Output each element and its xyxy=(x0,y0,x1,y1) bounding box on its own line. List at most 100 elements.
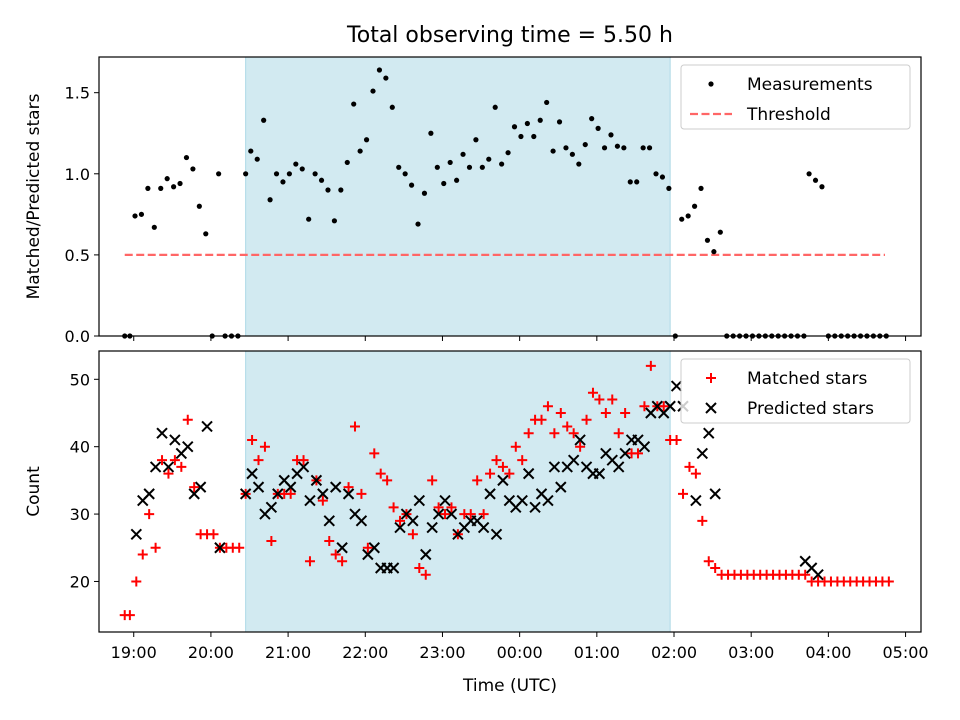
matched-star-point xyxy=(395,515,406,526)
predicted-star-point xyxy=(497,474,509,487)
predicted-star-point xyxy=(214,542,226,554)
measurement-point xyxy=(659,174,666,180)
measurement-point xyxy=(454,177,460,183)
measurement-point xyxy=(460,151,466,157)
predicted-star-point xyxy=(664,400,676,412)
matched-star-point xyxy=(137,549,148,560)
measurement-point xyxy=(280,179,286,185)
measurement-point xyxy=(312,171,318,177)
measurement-point xyxy=(812,177,819,183)
measurement-point xyxy=(634,179,640,185)
matched-star-point xyxy=(433,502,444,513)
predicted-star-point xyxy=(246,467,258,480)
matched-star-point xyxy=(169,455,180,466)
measurement-point xyxy=(415,221,421,227)
matched-star-point xyxy=(594,394,605,405)
measurement-point xyxy=(511,124,518,130)
matched-star-point xyxy=(671,434,682,445)
measurement-point xyxy=(138,211,145,217)
matched-star-point xyxy=(800,569,811,580)
predicted-star-point xyxy=(490,528,503,540)
matched-star-point xyxy=(491,455,502,466)
y-tick-label: 0.0 xyxy=(65,327,90,346)
measurement-point xyxy=(396,164,402,170)
predicted-star-point xyxy=(413,494,426,507)
predicted-star-point xyxy=(130,528,143,540)
matched-star-point xyxy=(446,502,457,513)
matched-star-point xyxy=(568,428,579,439)
predicted-star-point xyxy=(522,467,535,480)
predicted-star-point xyxy=(619,447,631,460)
axes-frame xyxy=(98,350,922,633)
matched-star-point xyxy=(253,455,264,466)
measurement-point xyxy=(691,203,698,209)
measurement-point xyxy=(479,164,485,170)
measurement-point xyxy=(293,161,299,167)
matched-star-point xyxy=(523,428,534,439)
measurement-point xyxy=(492,104,498,110)
legend-label: Measurements xyxy=(747,75,873,95)
matched-star-point xyxy=(337,556,348,567)
measurement-point xyxy=(531,133,537,140)
predicted-star-point xyxy=(567,454,580,466)
y-tick-label: 0.5 xyxy=(65,246,90,265)
predicted-star-point xyxy=(670,380,683,392)
matched-star-point xyxy=(639,401,650,412)
measurement-point xyxy=(383,75,389,81)
observing-window-shade xyxy=(245,56,671,337)
matched-star-point xyxy=(382,475,393,486)
matched-star-point xyxy=(497,461,508,472)
measurement-point xyxy=(132,213,138,219)
x-tick-label: 01:00 xyxy=(574,643,620,662)
measurement-point xyxy=(151,224,157,230)
measurement-point xyxy=(158,185,164,191)
y-tick-label: 50 xyxy=(70,370,90,389)
measurement-point xyxy=(653,171,659,177)
measurement-point xyxy=(196,203,202,209)
measurement-point xyxy=(177,180,183,187)
matched-star-point xyxy=(157,455,168,466)
measurement-point xyxy=(408,182,415,188)
measurement-point xyxy=(243,171,249,177)
legend-label: Matched stars xyxy=(747,369,867,389)
predicted-star-point xyxy=(812,569,824,581)
predicted-star-point xyxy=(323,515,335,527)
matched-star-point xyxy=(298,455,309,466)
matched-star-point xyxy=(549,428,560,439)
measurement-point xyxy=(473,137,479,143)
predicted-star-point xyxy=(426,521,438,534)
predicted-star-point xyxy=(329,481,342,493)
matched-star-point xyxy=(703,556,714,567)
measurement-point xyxy=(248,148,254,154)
matched-star-point xyxy=(414,562,425,573)
measurement-point xyxy=(447,159,453,166)
measurement-point xyxy=(550,148,556,154)
measurement-point xyxy=(216,171,222,177)
matched-star-point xyxy=(182,414,193,425)
y-tick-label: 1.5 xyxy=(65,84,90,103)
matched-star-point xyxy=(266,536,277,547)
predicted-star-point xyxy=(342,488,355,500)
measurement-point xyxy=(428,130,434,136)
predicted-star-point xyxy=(593,467,606,480)
matched-star-point xyxy=(587,387,598,398)
matched-star-point xyxy=(555,407,566,418)
matched-star-point xyxy=(420,569,431,580)
x-tick-label: 03:00 xyxy=(728,643,774,662)
matched-star-point xyxy=(208,529,219,540)
legend-label: Threshold xyxy=(746,105,831,125)
predicted-star-point xyxy=(484,488,496,500)
measurement-point xyxy=(576,161,582,167)
predicted-star-point xyxy=(638,440,651,453)
measurement-point xyxy=(357,148,363,154)
predicted-star-point xyxy=(420,548,432,561)
matched-star-point xyxy=(504,468,515,479)
matched-star-point xyxy=(304,556,315,567)
matched-star-point xyxy=(536,414,547,425)
predicted-star-point xyxy=(310,474,323,487)
x-tick-label: 23:00 xyxy=(419,643,465,662)
measurement-point xyxy=(402,171,408,177)
measurement-point xyxy=(421,190,428,196)
matched-star-point xyxy=(658,401,669,412)
predicted-star-point xyxy=(709,488,721,500)
